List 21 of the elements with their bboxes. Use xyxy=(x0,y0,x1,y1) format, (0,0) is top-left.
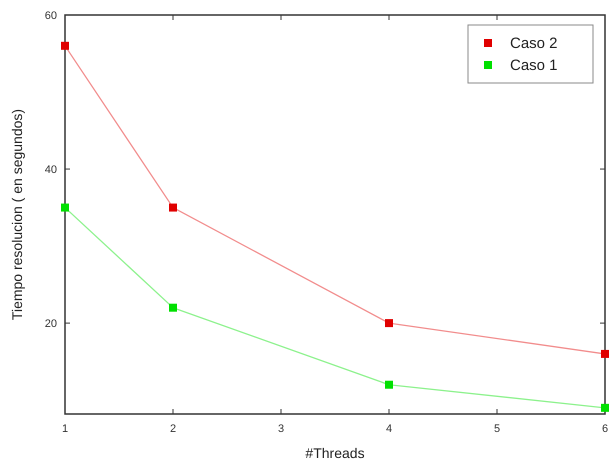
point xyxy=(61,42,69,50)
legend-label: Caso 2 xyxy=(510,35,558,52)
point xyxy=(601,404,609,412)
point xyxy=(169,204,177,212)
x-tick-label: 4 xyxy=(386,423,392,435)
point xyxy=(601,350,609,358)
x-tick-label: 3 xyxy=(278,423,284,435)
y-axis-title: Tiempo resolucion ( en segundos) xyxy=(9,108,25,320)
point xyxy=(385,380,393,389)
legend-label: Caso 1 xyxy=(510,57,558,74)
x-tick-label: 5 xyxy=(494,423,500,435)
x-tick-label: 2 xyxy=(170,423,176,435)
x-tick-label: 1 xyxy=(62,423,68,435)
x-tick-label: 6 xyxy=(602,423,608,435)
point xyxy=(61,204,69,212)
x-axis-title: #Threads xyxy=(305,445,365,461)
point xyxy=(385,319,393,328)
y-tick-label: 60 xyxy=(44,10,57,22)
y-tick-label: 20 xyxy=(44,318,57,330)
point xyxy=(169,304,177,312)
y-tick-label: 40 xyxy=(44,164,57,176)
